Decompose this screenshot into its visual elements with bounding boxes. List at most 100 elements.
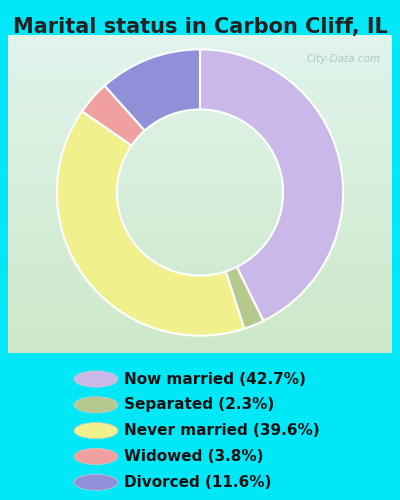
Bar — [8, 113, 392, 114]
Bar — [8, 226, 392, 227]
Bar — [8, 106, 392, 108]
Bar — [8, 51, 392, 52]
Bar — [8, 110, 392, 111]
Bar — [8, 304, 392, 305]
Bar — [8, 218, 392, 219]
Bar — [8, 134, 392, 135]
Bar — [8, 188, 392, 189]
Bar — [8, 56, 392, 57]
Bar — [8, 168, 392, 170]
Bar — [8, 74, 392, 76]
Bar — [8, 281, 392, 282]
Bar — [8, 80, 392, 81]
Bar — [8, 260, 392, 262]
Bar — [8, 252, 392, 254]
Bar — [8, 143, 392, 144]
Bar — [8, 326, 392, 327]
Bar — [8, 127, 392, 128]
Bar — [8, 135, 392, 136]
Bar — [8, 43, 392, 44]
Text: Now married (42.7%): Now married (42.7%) — [124, 372, 306, 386]
Text: Widowed (3.8%): Widowed (3.8%) — [124, 449, 264, 464]
Bar — [8, 219, 392, 220]
Bar — [8, 100, 392, 102]
Bar — [8, 348, 392, 350]
Bar — [8, 328, 392, 330]
Bar — [8, 170, 392, 172]
Bar — [8, 351, 392, 352]
Bar — [8, 342, 392, 343]
Bar — [8, 89, 392, 90]
Bar — [8, 64, 392, 65]
Bar — [8, 88, 392, 89]
Bar — [8, 228, 392, 230]
Bar — [8, 330, 392, 332]
Bar — [8, 284, 392, 286]
Bar — [8, 335, 392, 336]
Bar — [8, 67, 392, 68]
Bar — [8, 259, 392, 260]
Bar — [8, 265, 392, 267]
Bar — [8, 104, 392, 105]
Bar — [8, 38, 392, 40]
Bar — [8, 297, 392, 298]
Bar — [8, 274, 392, 276]
Bar — [8, 98, 392, 100]
Bar — [8, 151, 392, 152]
Bar — [8, 319, 392, 321]
Bar — [8, 254, 392, 256]
Bar — [8, 300, 392, 302]
Bar — [8, 306, 392, 308]
Bar — [8, 178, 392, 180]
Bar — [8, 148, 392, 150]
Bar — [8, 172, 392, 173]
Text: City-Data.com: City-Data.com — [306, 54, 380, 64]
Bar — [8, 124, 392, 126]
Bar — [8, 108, 392, 110]
Bar — [8, 288, 392, 289]
Bar — [8, 190, 392, 192]
Bar — [8, 60, 392, 62]
Bar — [8, 128, 392, 130]
Bar — [8, 46, 392, 48]
Bar — [8, 50, 392, 51]
Bar — [8, 81, 392, 82]
Bar — [8, 294, 392, 296]
Bar — [8, 146, 392, 148]
Bar — [8, 200, 392, 202]
Bar — [8, 334, 392, 335]
Bar — [8, 289, 392, 290]
Bar — [8, 264, 392, 265]
Bar — [8, 92, 392, 94]
Circle shape — [74, 397, 118, 413]
Text: Divorced (11.6%): Divorced (11.6%) — [124, 475, 271, 490]
Bar — [8, 40, 392, 42]
Text: Separated (2.3%): Separated (2.3%) — [124, 398, 274, 412]
Bar — [8, 230, 392, 232]
Wedge shape — [82, 86, 145, 146]
Bar — [8, 340, 392, 342]
Bar — [8, 318, 392, 319]
Bar — [8, 130, 392, 132]
Bar — [8, 48, 392, 50]
Bar — [8, 52, 392, 54]
Circle shape — [74, 448, 118, 464]
Bar — [8, 286, 392, 288]
Bar — [8, 176, 392, 178]
Bar — [8, 156, 392, 157]
Bar — [8, 240, 392, 242]
Bar — [8, 282, 392, 284]
Bar — [8, 42, 392, 43]
Text: Never married (39.6%): Never married (39.6%) — [124, 423, 320, 438]
Bar — [8, 280, 392, 281]
Bar — [8, 162, 392, 164]
Bar — [8, 72, 392, 73]
Bar — [8, 182, 392, 184]
Bar — [8, 242, 392, 243]
Bar — [8, 256, 392, 257]
Bar — [8, 116, 392, 117]
Bar — [8, 292, 392, 294]
Bar — [8, 216, 392, 218]
Bar — [8, 296, 392, 297]
Bar — [8, 57, 392, 59]
